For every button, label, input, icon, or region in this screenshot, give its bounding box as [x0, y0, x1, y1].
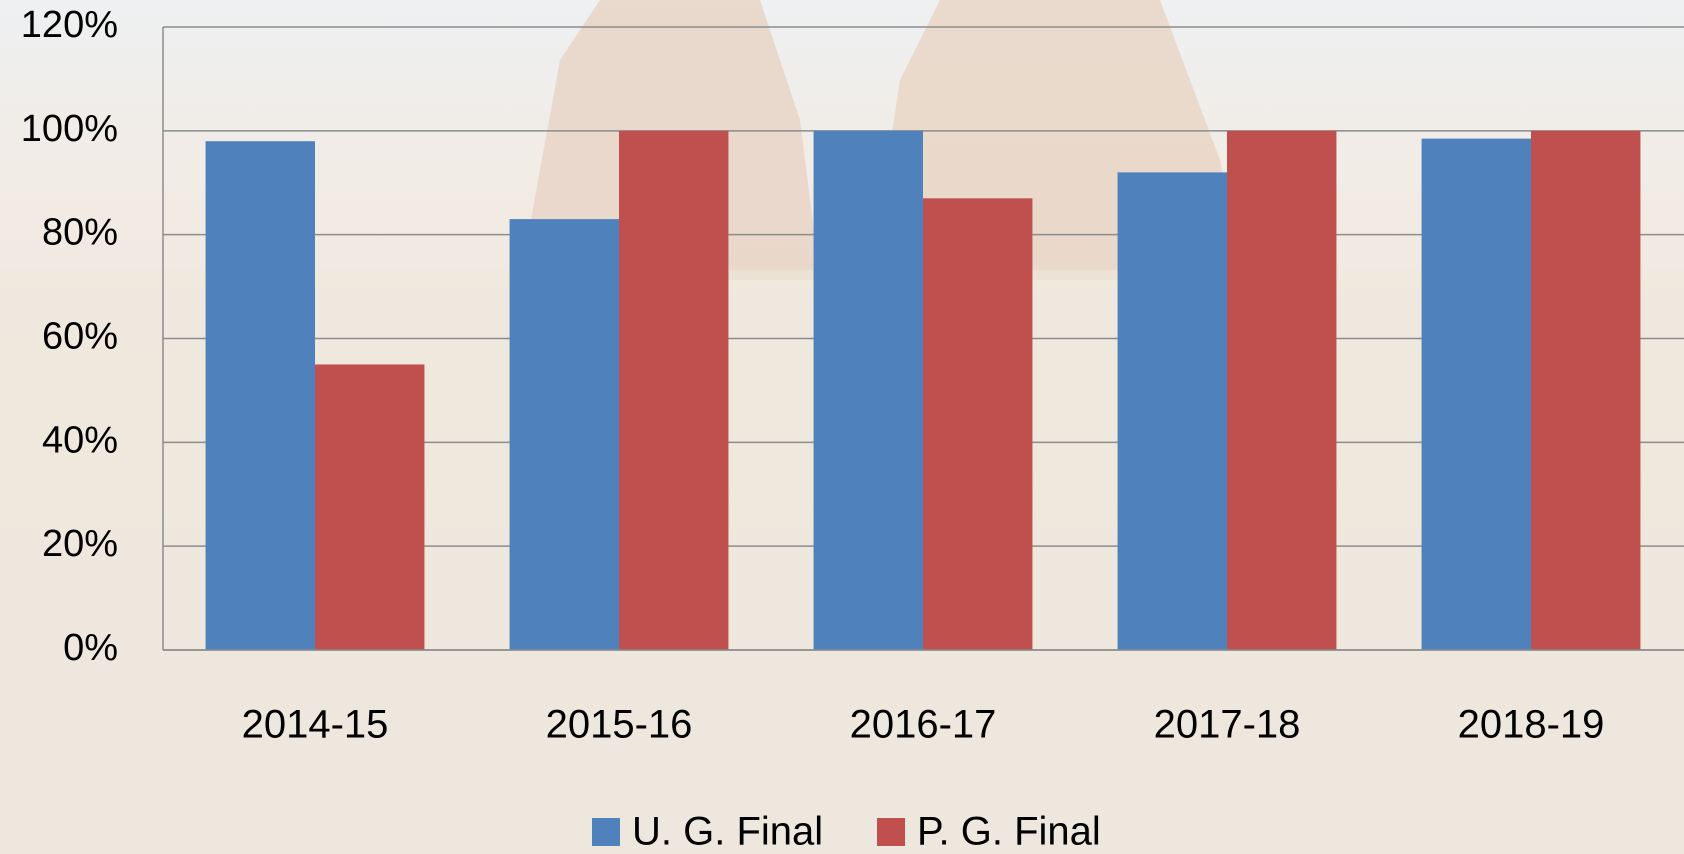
bar: [1531, 131, 1640, 650]
bar: [1118, 172, 1227, 650]
bar: [315, 364, 424, 650]
bar: [206, 141, 315, 650]
x-tick-label: 2016-17: [850, 703, 997, 747]
legend-swatch: [877, 818, 905, 846]
x-tick-label: 2017-18: [1154, 703, 1301, 747]
bar: [619, 131, 728, 650]
x-tick-label: 2018-19: [1458, 703, 1605, 747]
y-tick-label: 100%: [21, 108, 118, 150]
y-tick-label: 20%: [42, 523, 118, 565]
bar: [814, 131, 923, 650]
legend-label: P. G. Final: [917, 810, 1101, 854]
chart: 0% 20% 40% 60% 80% 100% 120% 2014-15 2015-16 2016…: [0, 0, 1684, 854]
page: {"chart_data": {"type": "bar", "categori…: [0, 0, 1684, 854]
bar: [1422, 139, 1531, 650]
x-tick-label: 2015-16: [546, 703, 693, 747]
y-tick-label: 60%: [42, 316, 118, 358]
x-tick-label: 2014-15: [242, 703, 389, 747]
y-tick-label: 40%: [42, 419, 118, 461]
bar: [510, 219, 619, 650]
legend-swatch: [592, 818, 620, 846]
y-tick-label: 80%: [42, 212, 118, 254]
y-tick-label: 120%: [21, 4, 118, 46]
bar: [1227, 131, 1336, 650]
bar: [923, 198, 1032, 650]
y-tick-label: 0%: [63, 627, 118, 669]
legend-label: U. G. Final: [632, 810, 823, 854]
